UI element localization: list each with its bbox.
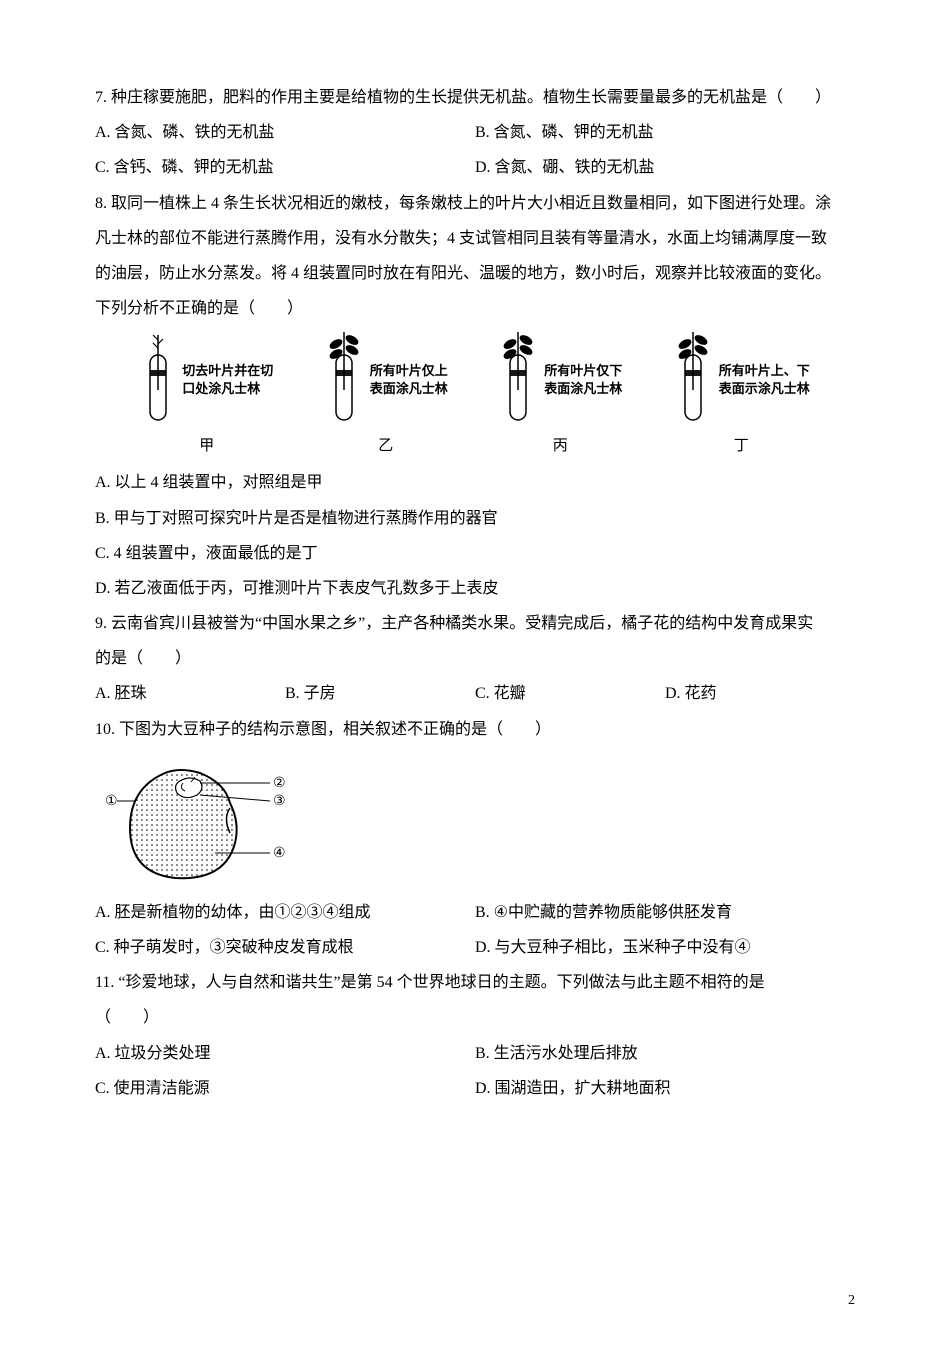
q8-stem-l1: 8. 取同一植株上 4 条生长状况相近的嫩枝，每条嫩枝上的叶片大小相近且数量相同… [95,186,855,221]
q11-options-2: C. 使用清洁能源 D. 围湖造田，扩大耕地面积 [95,1071,855,1106]
page-number: 2 [848,1286,855,1317]
tube-plant-b-icon [324,330,364,430]
tube-plant-d-icon [673,330,713,430]
q10-options: A. 胚是新植物的幼体，由①②③④组成 B. ④中贮藏的营养物质能够供胚发育 [95,895,855,930]
q8-option-d: D. 若乙液面低于丙，可推测叶片下表皮气孔数多于上表皮 [95,571,855,606]
q10-figure: ① ② ③ ④ [105,753,855,893]
q11-option-a: A. 垃圾分类处理 [95,1036,475,1071]
q11-option-b: B. 生活污水处理后排放 [475,1036,855,1071]
q8-fig-a-caption: 甲 [199,436,214,457]
seed-label-2: ② [273,776,286,791]
q7-options: A. 含氮、磷、铁的无机盐 B. 含氮、磷、钾的无机盐 [95,115,855,150]
q8-fig-a-note: 切去叶片并在切 口处涂凡士林 [182,362,273,398]
q8-fig-d: 所有叶片上、下 表面示涂凡士林 丁 [673,330,810,457]
tube-plant-a-icon [140,330,176,430]
q8-fig-b-caption: 乙 [378,436,393,457]
q9-options: A. 胚珠 B. 子房 C. 花瓣 D. 花药 [95,676,855,711]
q10-stem: 10. 下图为大豆种子的结构示意图，相关叙述不正确的是（ ） [95,712,855,747]
q8-fig-c-note: 所有叶片仅下 表面涂凡士林 [544,362,622,398]
seed-diagram-icon: ① ② ③ ④ [105,753,305,893]
q7-option-c: C. 含钙、磷、钾的无机盐 [95,150,475,185]
q8-stem-l3: 的油层，防止水分蒸发。将 4 组装置同时放在有阳光、温暖的地方，数小时后，观察并… [95,256,855,291]
q8-fig-b: 所有叶片仅上 表面涂凡士林 乙 [324,330,448,457]
q11-stem-l1: 11. “珍爱地球，人与自然和谐共生”是第 54 个世界地球日的主题。下列做法与… [95,965,855,1000]
q8-option-c: C. 4 组装置中，液面最低的是丁 [95,536,855,571]
q8-fig-b-note: 所有叶片仅上 表面涂凡士林 [370,362,448,398]
seed-label-1: ① [105,794,118,809]
q9-option-b: B. 子房 [285,676,475,711]
q9-stem-l2: 的是（ ） [95,641,855,676]
q8-fig-a: 切去叶片并在切 口处涂凡士林 甲 [140,330,273,457]
q7-option-a: A. 含氮、磷、铁的无机盐 [95,115,475,150]
seed-label-4: ④ [273,846,286,861]
seed-label-3: ③ [273,794,286,809]
q10-option-c: C. 种子萌发时，③突破种皮发育成根 [95,930,475,965]
q8-stem-l4: 下列分析不正确的是（ ） [95,291,855,326]
q7-stem: 7. 种庄稼要施肥，肥料的作用主要是给植物的生长提供无机盐。植物生长需要量最多的… [95,80,855,115]
q8-fig-c-caption: 丙 [553,436,568,457]
exam-page: 7. 种庄稼要施肥，肥料的作用主要是给植物的生长提供无机盐。植物生长需要量最多的… [0,0,950,1345]
q7-option-d: D. 含氮、硼、铁的无机盐 [475,150,855,185]
q11-stem-l2: （ ） [95,1000,855,1035]
q8-fig-d-note: 所有叶片上、下 表面示涂凡士林 [719,362,810,398]
q8-figure: 切去叶片并在切 口处涂凡士林 甲 所有叶片仅上 [115,330,835,457]
tube-plant-c-icon [498,330,538,430]
q8-option-b: B. 甲与丁对照可探究叶片是否是植物进行蒸腾作用的器官 [95,501,855,536]
q11-option-d: D. 围湖造田，扩大耕地面积 [475,1071,855,1106]
q11-options: A. 垃圾分类处理 B. 生活污水处理后排放 [95,1036,855,1071]
q10-option-b: B. ④中贮藏的营养物质能够供胚发育 [475,895,855,930]
q11-option-c: C. 使用清洁能源 [95,1071,475,1106]
q8-fig-c: 所有叶片仅下 表面涂凡士林 丙 [498,330,622,457]
q8-option-a: A. 以上 4 组装置中，对照组是甲 [95,465,855,500]
q9-option-c: C. 花瓣 [475,676,665,711]
q10-options-2: C. 种子萌发时，③突破种皮发育成根 D. 与大豆种子相比，玉米种子中没有④ [95,930,855,965]
q9-option-a: A. 胚珠 [95,676,285,711]
q10-option-a: A. 胚是新植物的幼体，由①②③④组成 [95,895,475,930]
q8-fig-d-caption: 丁 [734,436,749,457]
q8-stem-l2: 凡士林的部位不能进行蒸腾作用，没有水分散失；4 支试管相同且装有等量清水，水面上… [95,221,855,256]
q10-option-d: D. 与大豆种子相比，玉米种子中没有④ [475,930,855,965]
q9-stem-l1: 9. 云南省宾川县被誉为“中国水果之乡”，主产各种橘类水果。受精完成后，橘子花的… [95,606,855,641]
q9-option-d: D. 花药 [665,676,855,711]
q7-option-b: B. 含氮、磷、钾的无机盐 [475,115,855,150]
q7-options-2: C. 含钙、磷、钾的无机盐 D. 含氮、硼、铁的无机盐 [95,150,855,185]
